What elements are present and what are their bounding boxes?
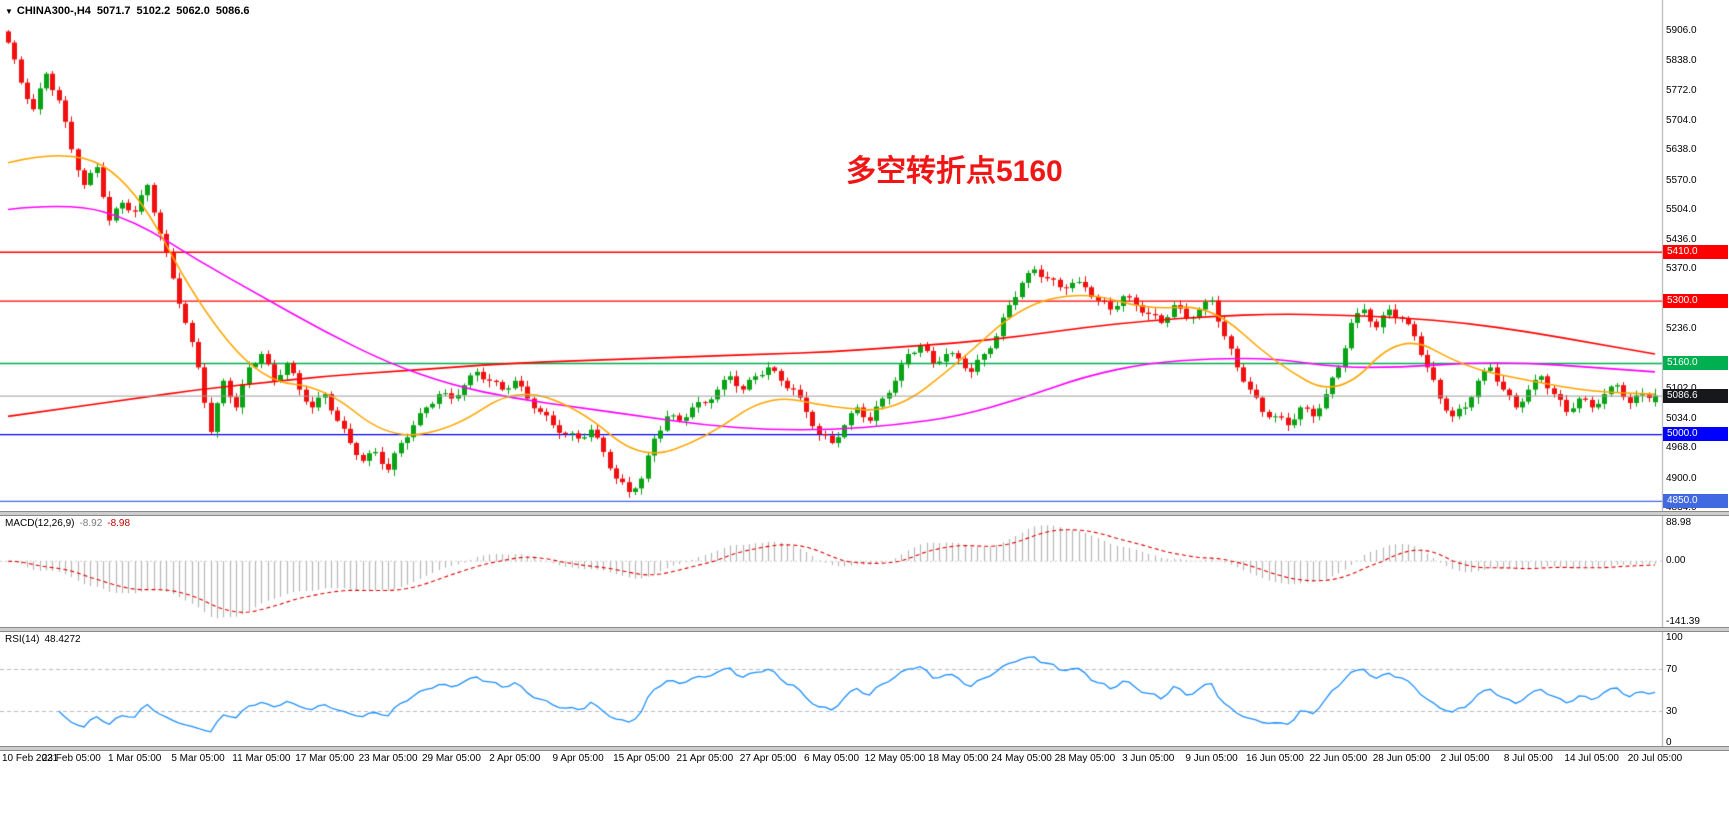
time-axis-label: 2 Apr 05:00 (489, 753, 541, 764)
time-axis-label: 6 May 05:00 (803, 753, 860, 764)
price-axis-label: 5570.0 (1666, 174, 1697, 186)
rsi-axis-label: 100 (1666, 632, 1683, 643)
ohlc-low: 5062.0 (176, 5, 210, 17)
symbol-timeframe: CHINA300-,H4 (16, 5, 91, 17)
time-axis-label: 3 Jun 05:00 (1122, 753, 1175, 764)
price-axis-label: 5504.0 (1666, 203, 1697, 215)
rsi-name: RSI(14) (5, 634, 40, 645)
time-axis-label: 1 Mar 05:00 (108, 753, 162, 764)
rsi-value: 48.4272 (44, 634, 81, 645)
time-axis-label: 10 Feb 2021 (2, 753, 59, 764)
price-level-badge: 4850.0 (1663, 493, 1728, 508)
price-level-badge: 5300.0 (1663, 293, 1728, 308)
time-axis-label: 29 Mar 05:00 (421, 753, 481, 764)
time-axis-label: 22 Jun 05:00 (1309, 753, 1368, 764)
ohlc-open: 5071.7 (96, 5, 131, 17)
time-axis-label: 8 Jul 05:00 (1503, 753, 1553, 764)
price-axis-label: 4900.0 (1666, 472, 1697, 484)
time-axis-label: 5 Mar 05:00 (171, 753, 225, 764)
price-axis-label: 5436.0 (1666, 234, 1697, 246)
macd-signal-value: -8.98 (107, 518, 131, 529)
time-axis-label: 18 May 05:00 (927, 753, 989, 764)
price-axis-label: 5034.0 (1666, 413, 1697, 424)
price-axis-label: 4968.0 (1666, 442, 1697, 454)
time-axis-label: 27 Apr 05:00 (739, 753, 797, 764)
price-axis-label: 5772.0 (1666, 84, 1697, 96)
time-axis-label: 11 Mar 05:00 (232, 753, 291, 764)
macd-indicator-label: MACD(12,26,9) -8.92 -8.98 (5, 518, 135, 529)
time-axis-label: 15 Apr 05:00 (613, 753, 670, 764)
current-price-badge: 5086.6 (1663, 388, 1728, 403)
rsi-axis-label: 0 (1666, 737, 1672, 748)
price-level-badge: 5410.0 (1663, 244, 1728, 259)
price-axis-label: 5638.0 (1666, 144, 1697, 156)
time-axis-label: 28 Jun 05:00 (1372, 753, 1431, 764)
time-axis-label: 21 Apr 05:00 (676, 753, 734, 764)
rsi-axis-label: 30 (1666, 705, 1678, 717)
symbol-dropdown-icon[interactable]: ▼ (5, 7, 13, 16)
macd-axis-label: 88.98 (1666, 517, 1692, 528)
macd-axis-label: -141.39 (1666, 616, 1700, 627)
price-axis-label: 5236.0 (1666, 323, 1697, 335)
price-level-badge: 5160.0 (1663, 355, 1728, 370)
macd-name: MACD(12,26,9) (5, 518, 75, 529)
ohlc-close: 5086.6 (215, 5, 250, 17)
macd-axis-label: 0.00 (1666, 555, 1686, 567)
price-axis-label: 5906.0 (1666, 25, 1697, 36)
time-axis-label: 23 Mar 05:00 (358, 753, 418, 764)
price-axis-label: 5102.0 (1666, 383, 1697, 395)
time-axis-label: 28 May 05:00 (1054, 753, 1116, 764)
price-level-badge: 5000.0 (1663, 427, 1728, 442)
time-axis-label: 9 Jun 05:00 (1185, 753, 1238, 764)
time-axis-label: 20 Jul 05:00 (1627, 753, 1683, 764)
time-axis-label: 16 Jun 05:00 (1246, 753, 1304, 764)
rsi-indicator-label: RSI(14) 48.4272 (5, 634, 86, 645)
time-axis-label: 2 Jul 05:00 (1440, 753, 1490, 764)
symbol-info-bar: ▼ CHINA300-,H4 5071.7 5102.2 5062.0 5086.6 (5, 5, 256, 17)
ohlc-high: 5102.2 (136, 5, 171, 17)
panel-separator[interactable] (0, 627, 1729, 632)
time-axis-label: 12 May 05:00 (864, 753, 926, 764)
price-axis-label: 5704.0 (1666, 114, 1697, 126)
rsi-axis-label: 70 (1666, 663, 1678, 675)
price-axis-label: 5370.0 (1666, 263, 1697, 275)
chart-annotation: 多空转折点5160 (846, 155, 1063, 188)
time-axis-label: 24 May 05:00 (991, 753, 1052, 764)
price-axis-label: 5838.0 (1666, 55, 1697, 67)
time-axis-label: 9 Apr 05:00 (552, 753, 604, 764)
time-axis-label: 14 Jul 05:00 (1564, 753, 1619, 764)
macd-main-value: -8.92 (79, 518, 103, 529)
time-axis-label: 23 Feb 05:00 (41, 753, 101, 764)
panel-separator[interactable] (0, 511, 1729, 516)
panel-separator[interactable] (0, 746, 1729, 751)
time-axis-label: 17 Mar 05:00 (295, 753, 355, 764)
